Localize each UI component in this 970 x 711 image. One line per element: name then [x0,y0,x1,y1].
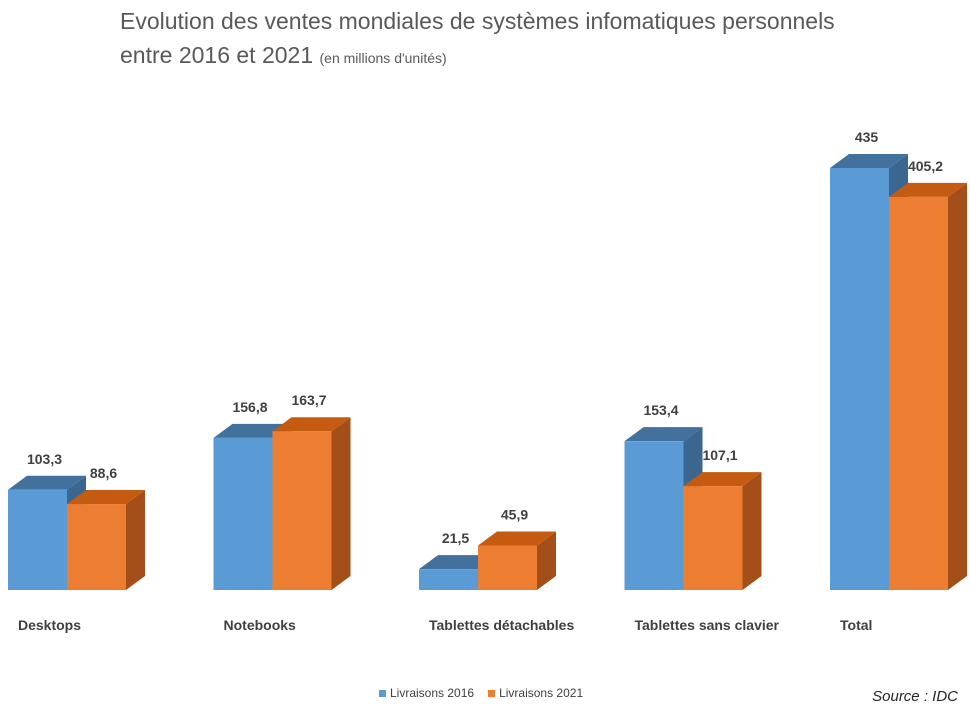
chart-title-line1: Evolution des ventes mondiales de systèm… [120,8,835,34]
data-label-2016-4: 435 [855,129,879,145]
bar-2021-4 [889,196,948,590]
category-label-1: Notebooks [224,617,297,633]
legend: Livraisons 2016 Livraisons 2021 [379,686,597,700]
category-label-4: Total [840,617,872,633]
data-label-2021-1: 163,7 [291,392,326,408]
bar-top-2016-2 [419,555,497,570]
bar-side-2021-2 [537,531,556,590]
category-label-0: Desktops [18,617,81,633]
legend-label-2021: Livraisons 2021 [499,686,584,700]
bar-2016-0 [8,489,67,590]
bar-top-2021-1 [272,417,351,432]
bar-side-2021-1 [331,417,351,590]
legend-item-2021: Livraisons 2021 [488,686,583,700]
bar-top-2016-4 [830,154,908,168]
source-note: Source : IDC [872,688,958,705]
bar-2021-0 [67,504,126,590]
bar-side-2021-0 [126,490,145,590]
bar-2016-4 [830,168,889,590]
legend-item-2016: Livraisons 2016 [379,686,474,700]
chart-title-period: entre 2016 et 2021 [120,42,314,68]
legend-swatch-2021 [488,689,496,697]
bar-side-2021-4 [948,182,967,590]
data-label-2021-4: 405,2 [908,158,943,174]
bar-2016-3 [624,441,684,590]
bar-2021-2 [478,545,537,590]
bar-2021-3 [683,486,743,590]
legend-swatch-2016 [379,689,386,697]
category-label-2: Tablettes détachables [429,617,574,633]
data-label-2016-0: 103,3 [27,451,62,467]
category-label-3: Tablettes sans clavier [635,617,780,633]
chart-title: Evolution des ventes mondiales de systèm… [120,4,960,75]
data-label-2016-2: 21,5 [442,530,469,546]
bar-top-2021-0 [67,490,145,505]
bar-top-2021-4 [889,182,967,197]
chart-title-line2: entre 2016 et 2021 (en millions d'unités… [120,38,960,75]
bar-2016-1 [213,437,273,590]
bar-2016-2 [419,569,478,590]
data-label-2021-0: 88,6 [90,465,117,481]
bar-side-2021-3 [742,472,762,590]
data-label-2016-3: 153,4 [643,402,678,418]
bar-top-2016-3 [624,427,703,442]
bar-top-2016-0 [8,475,86,490]
bar-top-2016-1 [213,423,292,438]
data-label-2016-1: 156,8 [232,399,267,415]
data-label-2021-3: 107,1 [702,447,737,463]
bar-2021-1 [272,431,332,590]
data-label-2021-2: 45,9 [501,506,528,522]
bar-top-2021-2 [478,531,556,546]
legend-label-2016: Livraisons 2016 [390,686,475,700]
bar-top-2021-3 [683,472,762,487]
chart-title-unit: (en millions d'unités) [319,50,447,66]
